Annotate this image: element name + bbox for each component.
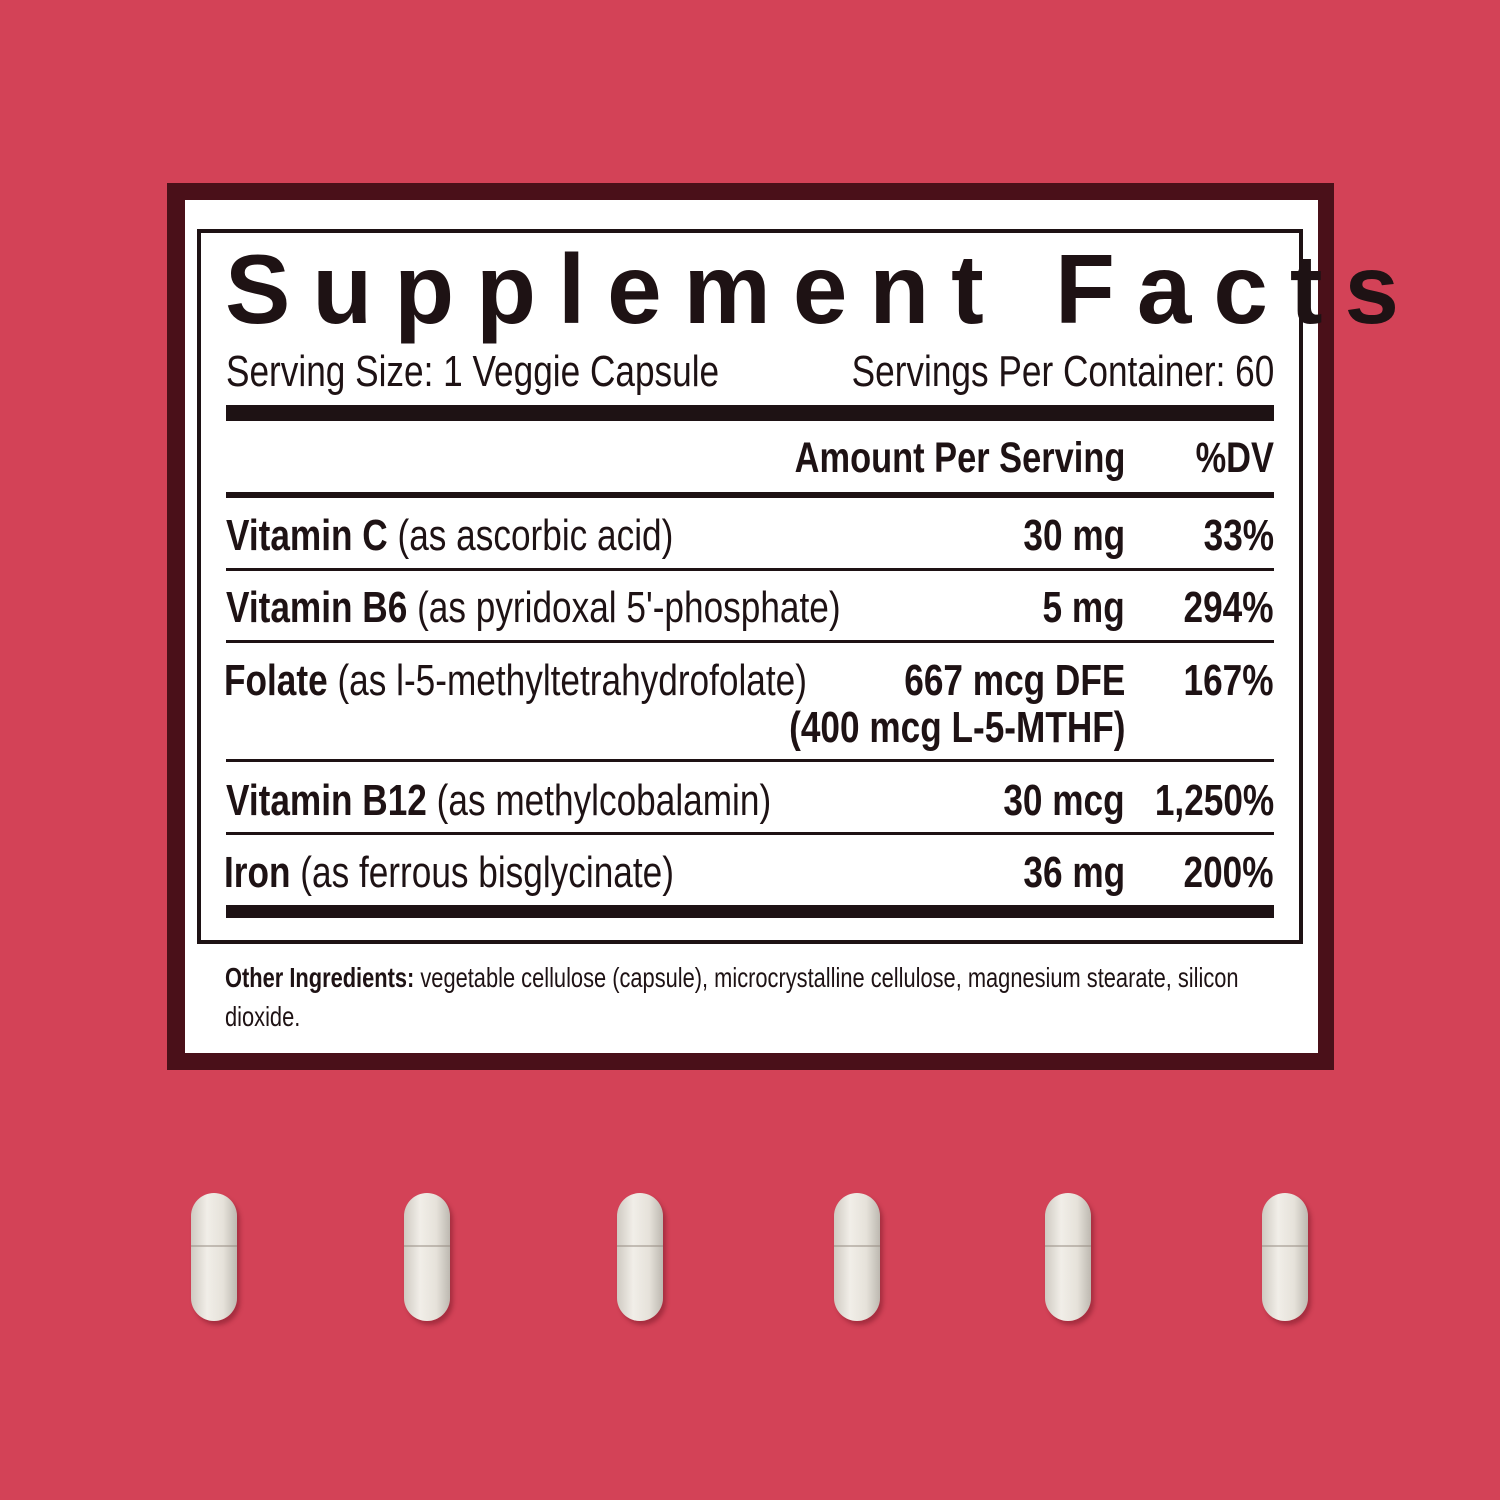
amount-secondary: (400 mcg L-5-MTHF): [788, 703, 1125, 752]
divider: [226, 568, 1274, 571]
title: Supplement Facts: [225, 234, 1422, 344]
divider: [226, 640, 1274, 643]
capsule-icon: [1045, 1193, 1091, 1321]
divider: [226, 759, 1274, 762]
amount: 36 mg: [1023, 848, 1125, 897]
amount: 30 mcg: [1003, 776, 1125, 825]
servings-per-container: Servings Per Container: 60: [851, 347, 1274, 396]
capsule-icon: [834, 1193, 880, 1321]
serving-size: Serving Size: 1 Veggie Capsule: [226, 347, 720, 396]
header-amount: Amount Per Serving: [794, 434, 1125, 482]
amount: 5 mg: [1042, 583, 1125, 632]
dv: 1,250%: [1154, 776, 1274, 825]
capsule-icon: [404, 1193, 450, 1321]
nutrient-row: Folate (as l-5-methyltetrahydrofolate): [224, 656, 807, 705]
divider: [226, 832, 1274, 835]
divider: [226, 492, 1274, 498]
nutrient-row: Vitamin B6 (as pyridoxal 5'-phosphate): [226, 583, 841, 632]
dv: 33%: [1203, 511, 1274, 560]
amount: 30 mg: [1023, 511, 1125, 560]
capsule-icon: [191, 1193, 237, 1321]
header-dv: %DV: [1195, 434, 1274, 482]
nutrient-row: Vitamin C (as ascorbic acid): [226, 511, 674, 560]
nutrient-row: Vitamin B12 (as methylcobalamin): [226, 776, 772, 825]
divider-thick: [226, 405, 1274, 421]
dv: 200%: [1183, 848, 1274, 897]
amount: 667 mcg DFE: [903, 656, 1125, 705]
divider-thick: [226, 905, 1274, 918]
other-ingredients: Other Ingredients: vegetable cellulose (…: [225, 962, 1239, 993]
dv: 294%: [1183, 583, 1274, 632]
nutrient-row: Iron (as ferrous bisglycinate): [224, 848, 674, 897]
capsule-icon: [617, 1193, 663, 1321]
supplement-facts-box: [197, 229, 1303, 944]
capsule-icon: [1262, 1193, 1308, 1321]
dv: 167%: [1183, 656, 1274, 705]
other-ingredients-cont: dioxide.: [225, 1001, 301, 1032]
